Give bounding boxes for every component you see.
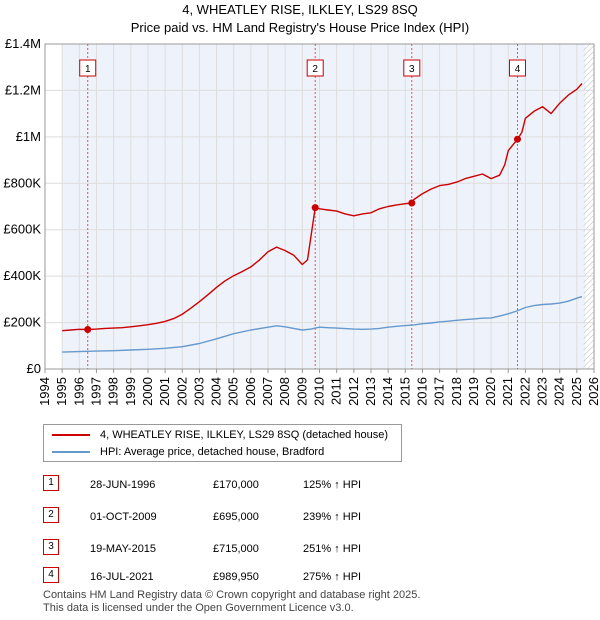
transaction-date: 28-JUN-1996 bbox=[90, 479, 156, 491]
transaction-price: £989,950 bbox=[213, 571, 259, 583]
y-tick-label: £400K bbox=[3, 268, 41, 283]
x-tick-label: 2012 bbox=[346, 377, 361, 406]
x-tick-label: 1997 bbox=[88, 377, 103, 406]
transaction-hpi: 251% ↑ HPI bbox=[303, 543, 362, 555]
transaction-date: 19-MAY-2015 bbox=[90, 543, 157, 555]
transaction-price: £695,000 bbox=[213, 511, 259, 523]
price-chart: 4, WHEATLEY RISE, ILKLEY, LS29 8SQ Price… bbox=[3, 2, 600, 406]
x-tick-label: 2022 bbox=[517, 377, 532, 406]
transaction-number: 3 bbox=[43, 539, 59, 555]
y-tick-label: £1.4M bbox=[5, 36, 41, 51]
footer-note: Contains HM Land Registry data © Crown c… bbox=[43, 589, 420, 615]
transactions-table: 1 28-JUN-1996 £170,000 125% ↑ HPI 2 01-O… bbox=[43, 475, 583, 585]
sale-label-number: 2 bbox=[312, 64, 318, 75]
legend-line-property bbox=[52, 434, 90, 437]
x-tick-label: 2010 bbox=[312, 377, 327, 406]
legend-label-hpi: HPI: Average price, detached house, Brad… bbox=[100, 446, 325, 458]
x-tick-label: 2013 bbox=[363, 377, 378, 406]
transaction-hpi: 239% ↑ HPI bbox=[303, 511, 362, 523]
sale-label-number: 3 bbox=[409, 64, 415, 75]
y-tick-label: £0 bbox=[27, 361, 41, 376]
y-tick-label: £1.2M bbox=[5, 82, 41, 97]
x-tick-label: 2024 bbox=[552, 377, 567, 406]
legend-item-hpi: HPI: Average price, detached house, Brad… bbox=[52, 444, 324, 460]
x-tick-label: 2009 bbox=[294, 377, 309, 406]
legend-item-property: 4, WHEATLEY RISE, ILKLEY, LS29 8SQ (deta… bbox=[52, 427, 388, 443]
plot-area: 1 2 3 4 £0 £200K £400K £600K £800K £1M £1.2M £1.4M 1… bbox=[3, 36, 600, 406]
x-tick-label: 1995 bbox=[54, 377, 69, 406]
transaction-row: 3 19-MAY-2015 £715,000 251% ↑ HPI bbox=[43, 539, 583, 557]
sale-point bbox=[84, 326, 92, 334]
x-tick-label: 1999 bbox=[123, 377, 138, 406]
x-tick-label: 2016 bbox=[414, 377, 429, 406]
x-tick-label: 2019 bbox=[466, 377, 481, 406]
y-tick-label: £200K bbox=[3, 315, 41, 330]
x-tick-label: 2023 bbox=[535, 377, 550, 406]
x-tick-label: 2000 bbox=[140, 377, 155, 406]
x-tick-label: 2011 bbox=[329, 377, 344, 405]
forecast-hatch bbox=[583, 44, 594, 369]
x-tick-label: 2004 bbox=[209, 377, 224, 406]
transaction-number: 2 bbox=[43, 507, 59, 523]
x-tick-label: 2015 bbox=[397, 377, 412, 406]
x-tick-label: 2014 bbox=[380, 377, 395, 406]
x-tick-label: 2002 bbox=[174, 377, 189, 406]
legend-line-hpi bbox=[52, 451, 90, 454]
y-tick-label: £600K bbox=[3, 222, 41, 237]
series-line-hpi bbox=[62, 295, 583, 353]
sale-label-number: 1 bbox=[85, 64, 91, 75]
transaction-price: £170,000 bbox=[213, 479, 259, 491]
transaction-date: 16-JUL-2021 bbox=[90, 571, 154, 583]
transaction-date: 01-OCT-2009 bbox=[90, 511, 157, 523]
sale-label-number: 4 bbox=[515, 64, 521, 75]
x-tick-label: 2005 bbox=[226, 377, 241, 406]
x-tick-label: 2018 bbox=[449, 377, 464, 406]
transaction-row: 1 28-JUN-1996 £170,000 125% ↑ HPI bbox=[43, 475, 583, 493]
x-tick-label: 1996 bbox=[71, 377, 86, 406]
transaction-row: 4 16-JUL-2021 £989,950 275% ↑ HPI bbox=[43, 567, 583, 585]
series-line-property bbox=[62, 83, 583, 332]
chart-subtitle: Price paid vs. HM Land Registry's House … bbox=[131, 20, 469, 35]
x-tick-label: 2003 bbox=[191, 377, 206, 406]
x-tick-label: 2026 bbox=[586, 377, 600, 406]
transaction-number: 4 bbox=[43, 567, 59, 583]
chart-title: 4, WHEATLEY RISE, ILKLEY, LS29 8SQ bbox=[182, 2, 418, 17]
x-tick-label: 1998 bbox=[106, 377, 121, 406]
transaction-price: £715,000 bbox=[213, 543, 259, 555]
transaction-hpi: 275% ↑ HPI bbox=[303, 571, 362, 583]
sale-point bbox=[408, 199, 416, 207]
data-range-shade bbox=[62, 44, 586, 369]
sale-label-box bbox=[79, 59, 97, 77]
transaction-row: 2 01-OCT-2009 £695,000 239% ↑ HPI bbox=[43, 507, 583, 525]
transaction-number: 1 bbox=[43, 475, 59, 491]
sale-point bbox=[513, 135, 521, 143]
y-tick-label: £1M bbox=[16, 129, 41, 144]
x-tick-label: 1994 bbox=[37, 377, 52, 406]
sale-label-box bbox=[306, 59, 324, 77]
sale-label-box bbox=[508, 59, 526, 77]
x-tick-label: 2025 bbox=[569, 377, 584, 406]
sale-label-box bbox=[403, 59, 421, 77]
legend-label-property: 4, WHEATLEY RISE, ILKLEY, LS29 8SQ (deta… bbox=[100, 429, 388, 441]
sale-point bbox=[311, 204, 319, 212]
chart-legend: 4, WHEATLEY RISE, ILKLEY, LS29 8SQ (deta… bbox=[43, 424, 402, 462]
footer-line-1: Contains HM Land Registry data © Crown c… bbox=[43, 589, 421, 601]
footer-line-2: This data is licensed under the Open Gov… bbox=[43, 602, 354, 614]
y-tick-label: £800K bbox=[3, 175, 41, 190]
x-tick-label: 2006 bbox=[243, 377, 258, 406]
x-tick-label: 2007 bbox=[260, 377, 275, 406]
x-tick-label: 2021 bbox=[500, 377, 515, 406]
x-tick-label: 2001 bbox=[157, 377, 172, 406]
transaction-hpi: 125% ↑ HPI bbox=[303, 479, 362, 491]
x-tick-label: 2008 bbox=[277, 377, 292, 406]
x-tick-label: 2017 bbox=[432, 377, 447, 406]
x-tick-label: 2020 bbox=[483, 377, 498, 406]
